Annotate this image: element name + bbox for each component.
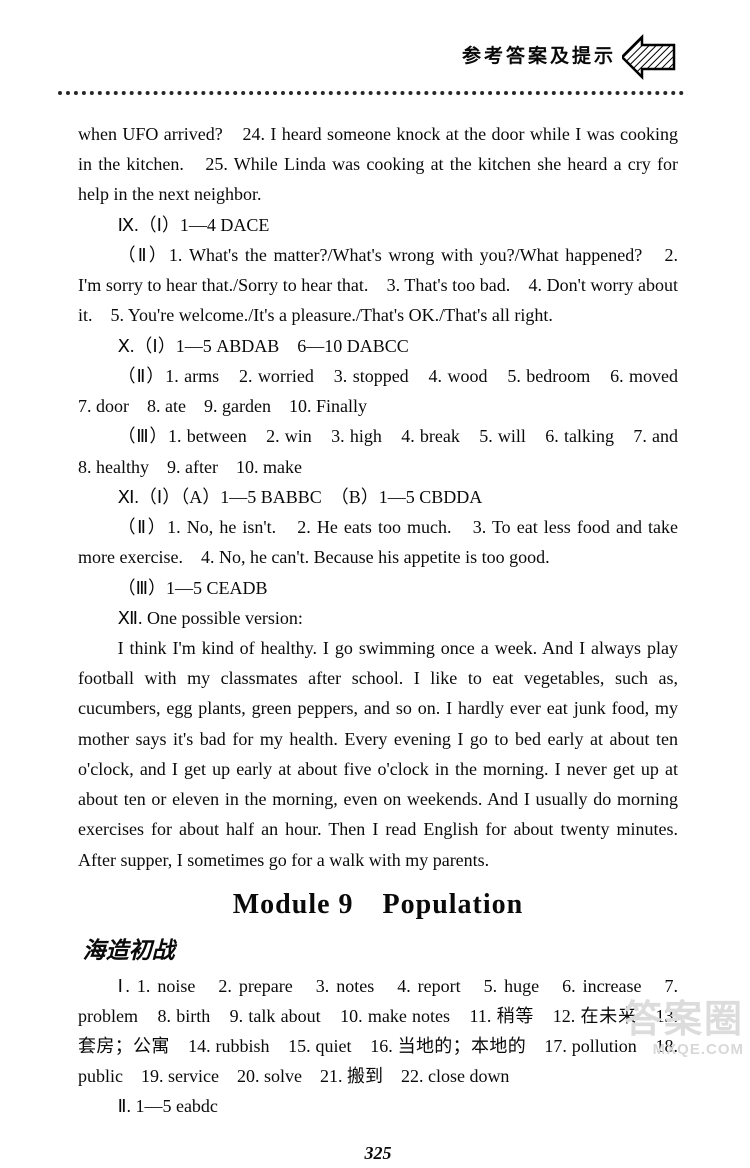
paragraph: （Ⅲ）1—5 CEADB [78, 573, 678, 603]
paragraph: Ⅺ.（Ⅰ）（A）1—5 BABBC （B）1—5 CBDDA [78, 482, 678, 512]
paragraph: when UFO arrived? 24. I heard someone kn… [78, 119, 678, 210]
paragraph: （Ⅱ）1. What's the matter?/What's wrong wi… [78, 240, 678, 331]
page-number: 325 [78, 1138, 678, 1168]
watermark-text: 答案圈 [624, 1000, 744, 1042]
section-brush-title: 海造初战 [83, 932, 678, 971]
content: when UFO arrived? 24. I heard someone kn… [78, 119, 678, 1122]
arrow-icon [622, 33, 682, 93]
page-header: 参考答案及提示 [78, 35, 678, 95]
paragraph: Ⅸ.（Ⅰ）1—4 DACE [78, 210, 678, 240]
paragraph: （Ⅱ）1. arms 2. worried 3. stopped 4. wood… [78, 361, 678, 421]
watermark: 答案圈 MXQE.COM [624, 1000, 744, 1058]
paragraph: Ⅹ.（Ⅰ）1—5 ABDAB 6—10 DABCC [78, 331, 678, 361]
watermark-url: MXQE.COM [624, 1042, 744, 1059]
dotted-rule [58, 87, 684, 95]
paragraph: Ⅰ. 1. noise 2. prepare 3. notes 4. repor… [78, 971, 678, 1092]
header-label: 参考答案及提示 [462, 41, 616, 73]
paragraph: （Ⅱ）1. No, he isn't. 2. He eats too much.… [78, 512, 678, 572]
paragraph: （Ⅲ）1. between 2. win 3. high 4. break 5.… [78, 421, 678, 481]
paragraph: I think I'm kind of healthy. I go swimmi… [78, 633, 678, 875]
module-title: Module 9 Population [78, 881, 678, 928]
paragraph: Ⅱ. 1—5 eabdc [78, 1091, 678, 1121]
paragraph: Ⅻ. One possible version: [78, 603, 678, 633]
